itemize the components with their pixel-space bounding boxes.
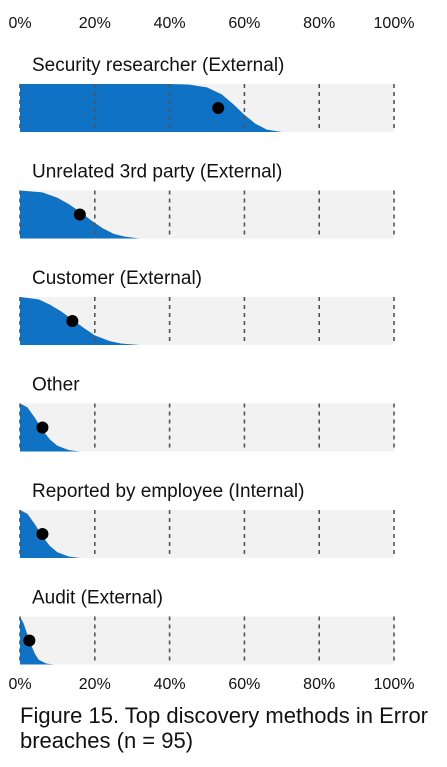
- chart-row: Unrelated 3rd party (External): [19, 162, 395, 239]
- top-axis-tick-label: 0%: [8, 15, 31, 32]
- row-band: [20, 510, 394, 558]
- top-axis-tick-label: 100%: [374, 15, 415, 32]
- density-slab: [20, 510, 80, 558]
- point-estimate: [73, 208, 86, 221]
- category-label: Reported by employee (Internal): [32, 481, 304, 502]
- category-label: Unrelated 3rd party (External): [32, 162, 282, 183]
- chart-row: Customer (External): [19, 268, 395, 345]
- point-estimate: [23, 634, 36, 647]
- row-band: [20, 403, 394, 452]
- top-axis-tick-label: 80%: [303, 15, 335, 32]
- bottom-axis-tick-label: 20%: [79, 676, 111, 693]
- chart-row: Security researcher (External): [19, 55, 395, 132]
- bottom-axis-ticks: 0% 20% 40% 60% 80% 100%: [8, 676, 414, 693]
- density-slab: [20, 297, 140, 345]
- bottom-axis-tick-label: 40%: [154, 676, 186, 693]
- category-label: Other: [32, 375, 80, 396]
- category-label: Customer (External): [32, 268, 202, 289]
- category-label: Security researcher (External): [32, 55, 284, 76]
- density-slab: [20, 616, 54, 665]
- category-label: Audit (External): [32, 588, 163, 609]
- point-estimate: [66, 315, 79, 327]
- chart: 0% 20% 40% 60% 80% 100% Security researcher (…: [8, 15, 414, 693]
- chart-row: Reported by employee (Internal): [19, 481, 395, 558]
- bottom-axis-tick-label: 0%: [8, 676, 31, 693]
- figure-caption: Figure 15. Top discovery methods in Erro…: [20, 703, 428, 753]
- point-estimate: [212, 102, 225, 114]
- bottom-axis-tick-label: 80%: [303, 676, 335, 693]
- chart-row: Audit (External): [19, 588, 395, 665]
- chart-panels: Security researcher (External) Unrelated …: [19, 55, 395, 665]
- top-axis-ticks: 0% 20% 40% 60% 80% 100%: [8, 15, 414, 32]
- density-slab: [20, 403, 80, 452]
- chart-row: Other: [19, 375, 395, 452]
- bottom-axis-tick-label: 60%: [228, 676, 260, 693]
- point-estimate: [36, 421, 49, 434]
- top-axis-tick-label: 40%: [154, 15, 186, 32]
- density-slab: [20, 84, 282, 132]
- row-band: [20, 616, 394, 665]
- point-estimate: [36, 528, 49, 540]
- top-axis-tick-label: 20%: [79, 15, 111, 32]
- top-axis-tick-label: 60%: [228, 15, 260, 32]
- bottom-axis-tick-label: 100%: [374, 676, 415, 693]
